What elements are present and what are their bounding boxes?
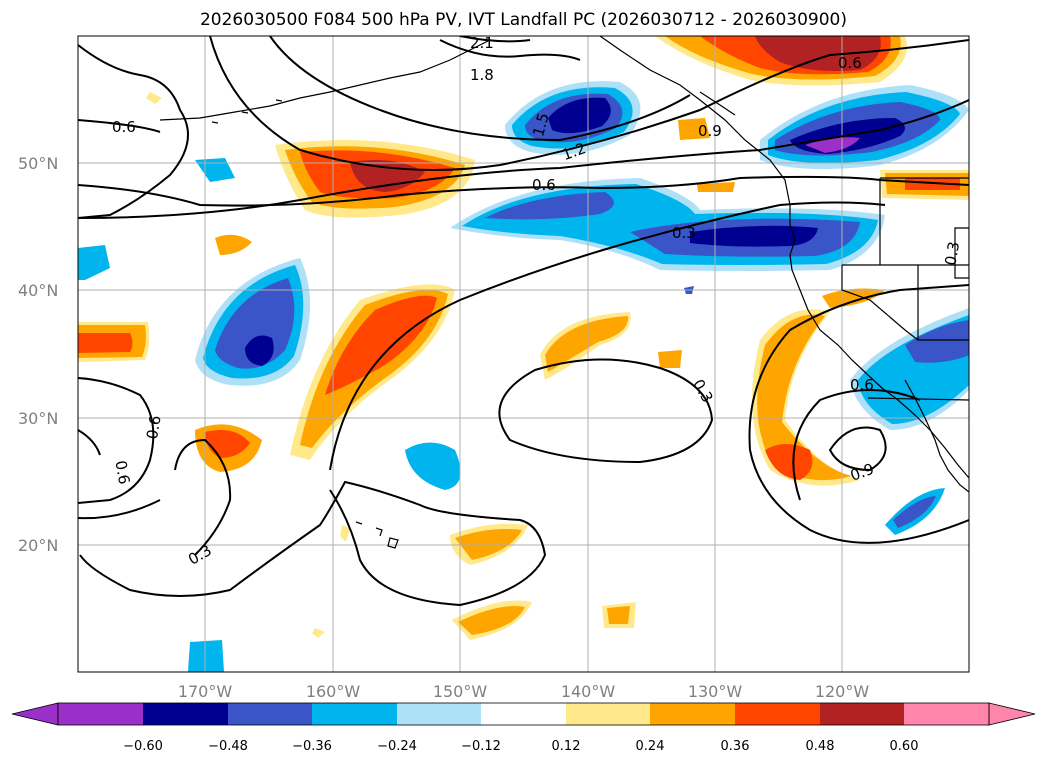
colorbar-segment [58, 703, 143, 725]
lon-label-160w: 160°W [306, 682, 361, 701]
shade-neg-blob [805, 137, 860, 153]
shade-pos-blob [697, 182, 735, 192]
lat-label-40n: 40°N [18, 281, 58, 300]
shade-pos-blob [607, 606, 630, 624]
shade-neg-blob [188, 640, 224, 672]
shade-neg-blob [893, 496, 936, 528]
shade-neg-blob [245, 335, 274, 366]
colorbar-segment [312, 703, 397, 725]
longitude-labels: 170°W 160°W 150°W 140°W 130°W 120°W [178, 682, 870, 701]
shade-pos-blob [905, 178, 960, 190]
colorbar-segment [735, 703, 820, 725]
shade-pos-blob [78, 333, 133, 353]
shade-neg-blob [78, 245, 110, 280]
lon-label-130w: 130°W [688, 682, 743, 701]
colorbar-border [57, 702, 990, 726]
shade-pos-blob [340, 525, 350, 542]
colorbar-segment [481, 703, 566, 725]
lat-label-50n: 50°N [18, 154, 58, 173]
plot-border [77, 35, 970, 673]
lon-label-140w: 140°W [561, 682, 616, 701]
colorbar-segment [143, 703, 228, 725]
contour-label: 0.3 [672, 224, 696, 242]
shade-pos-blob [146, 92, 162, 104]
lat-label-30n: 30°N [18, 409, 58, 428]
shade-pos-blob [545, 316, 629, 372]
colorbar-segment [904, 703, 989, 725]
colorbar: −0.60 −0.48 −0.36 −0.24 −0.12 0.12 0.24 … [11, 702, 1036, 754]
shade-pos-blob [755, 36, 881, 71]
colorbar-tick-label: 0.36 [721, 739, 750, 754]
colorbar-tick-label: 0.60 [890, 739, 919, 754]
contour-label: 1.8 [470, 66, 494, 84]
contour-label: 1.5 [529, 111, 553, 139]
contour-label: 0.6 [111, 459, 133, 486]
colorbar-extend-low [11, 702, 59, 726]
shade-pos-blob [312, 628, 325, 638]
contour-label: 0.6 [850, 376, 874, 394]
colorbar-extend-high [988, 702, 1036, 726]
colorbar-segment [566, 703, 650, 725]
contour-lines [78, 36, 969, 607]
colorbar-tick-label: −0.12 [461, 739, 501, 754]
colorbar-tick-label: −0.24 [377, 739, 417, 754]
shade-neg-blob [905, 320, 969, 363]
shade-pos-blob [822, 288, 885, 308]
colorbar-tick-label: −0.60 [123, 739, 163, 754]
contour-label: 0.6 [143, 414, 165, 441]
shade-neg-blob [405, 442, 461, 490]
shade-pos-blob [658, 350, 682, 368]
latitude-labels: 50°N 40°N 30°N 20°N [18, 154, 58, 555]
shade-pos-blob [215, 234, 252, 255]
map-title: 2026030500 F084 500 hPa PV, IVT Landfall… [199, 10, 847, 30]
colorbar-segment [650, 703, 735, 725]
lon-label-150w: 150°W [433, 682, 488, 701]
shade-neg-blob [485, 192, 614, 220]
shade-pos-blob [325, 295, 437, 395]
colorbar-tick-label: 0.48 [806, 739, 835, 754]
colorbar-segment [820, 703, 904, 725]
shade-pos-blob [350, 159, 425, 192]
contour-label: 0.6 [838, 54, 862, 72]
shade-pos-blob [757, 314, 852, 481]
colorbar-tick-label: 0.12 [552, 739, 581, 754]
colorbar-tick-label: 0.24 [636, 739, 665, 754]
gridlines [78, 36, 969, 672]
contour-label: 0.9 [698, 122, 722, 140]
contour-label: 0.6 [532, 176, 556, 194]
shade-pos-blob [678, 118, 710, 140]
lon-label-170w: 170°W [178, 682, 233, 701]
shade-neg-blob [548, 97, 611, 134]
colorbar-segment [397, 703, 481, 725]
lon-label-120w: 120°W [815, 682, 870, 701]
shade-pos-blob [458, 606, 525, 635]
contour-label: 0.3 [941, 240, 963, 267]
colorbar-segment [228, 703, 312, 725]
shade-pos-blob [765, 444, 813, 480]
contour-label: 0.6 [112, 118, 136, 136]
contour-label: 2.1 [470, 34, 494, 52]
lat-label-20n: 20°N [18, 536, 58, 555]
colorbar-tick-label: −0.36 [292, 739, 332, 754]
shade-neg-blob [690, 225, 818, 247]
shade-neg-blob [215, 278, 295, 369]
colorbar-tick-label: −0.48 [208, 739, 248, 754]
